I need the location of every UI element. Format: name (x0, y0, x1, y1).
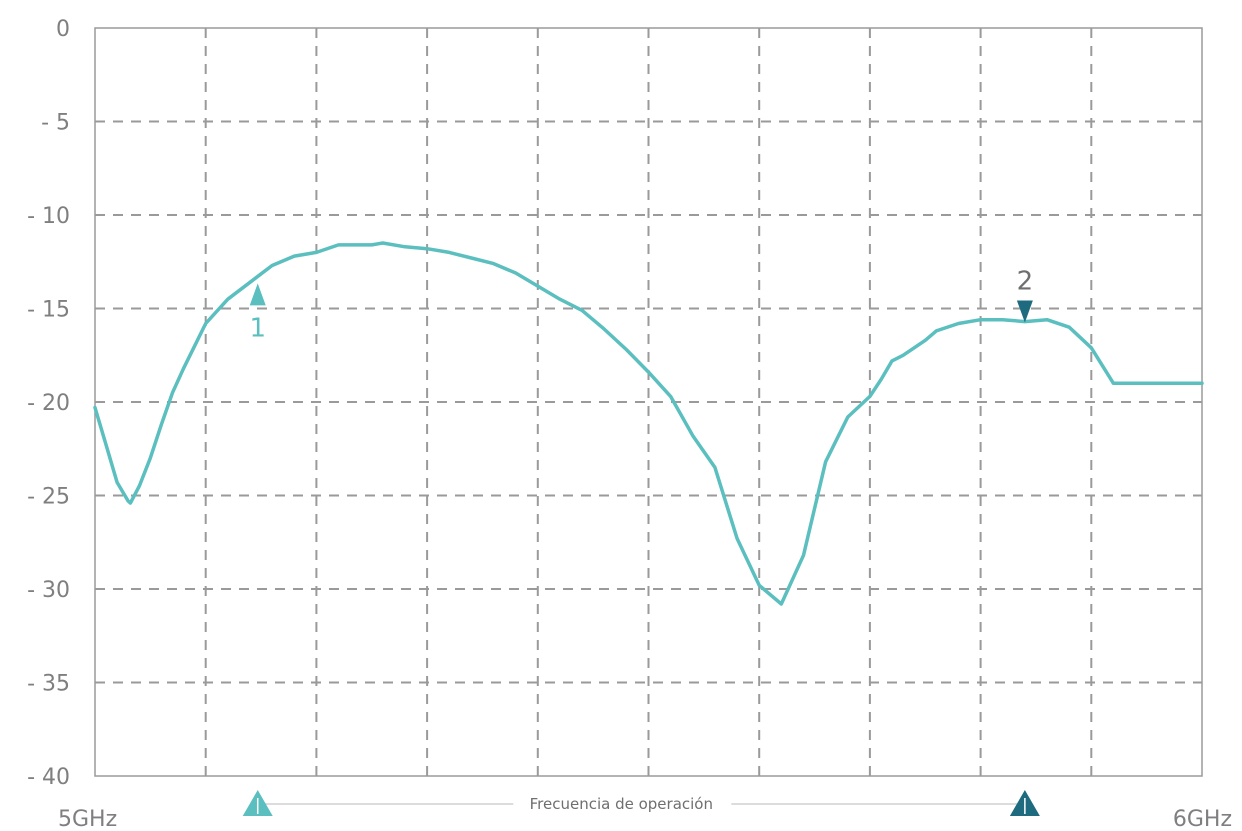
y-axis-ticks: 0 - 5 - 10 - 15 - 20 - 25 - 30 - 35 - 40 (27, 17, 70, 790)
y-tick-label: - 35 (27, 672, 70, 697)
y-tick-label: - 30 (27, 578, 70, 603)
y-tick-label: - 10 (27, 204, 70, 229)
marker-2-label: 2 (1017, 266, 1034, 296)
x-axis-ticks: 5GHz 6GHz (58, 807, 1232, 831)
y-tick-label: - 5 (41, 111, 70, 136)
y-tick-label: - 15 (27, 298, 70, 323)
marker-1-triangle (249, 283, 266, 306)
marker-2-triangle (1016, 300, 1033, 323)
series-line (93, 241, 1204, 606)
y-tick-label: - 25 (27, 485, 70, 510)
x-tick-label-end: 6GHz (1173, 807, 1232, 831)
y-tick-label: - 40 (27, 765, 70, 790)
x-tick-label-start: 5GHz (58, 807, 117, 831)
operating-band: Frecuencia de operación (242, 790, 1040, 816)
y-tick-label: - 20 (27, 391, 70, 416)
series-group (93, 241, 1204, 606)
markers: 12 (249, 266, 1033, 343)
band-label: Frecuencia de operación (530, 795, 713, 813)
marker-1-label: 1 (249, 313, 266, 343)
grid (95, 28, 1202, 776)
y-tick-label: 0 (56, 17, 70, 42)
plot-frame (94, 27, 1203, 777)
